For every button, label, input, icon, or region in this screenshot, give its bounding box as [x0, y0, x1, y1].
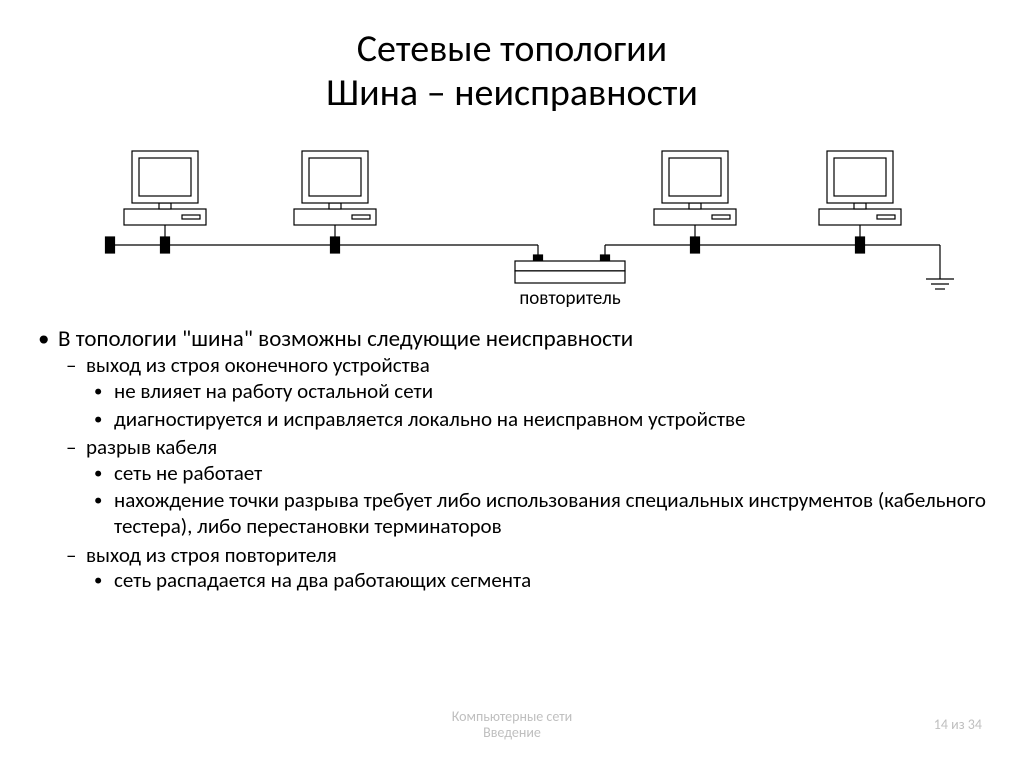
bullet-l3: сеть распадается на два работающих сегме…	[86, 568, 1004, 594]
footer-line-2: Введение	[0, 725, 1024, 741]
bullet-l1: В топологии "шина" возможны следующие не…	[30, 325, 1004, 594]
bullet-l3-text: не влияет на работу остальной сети	[114, 378, 433, 404]
footer-center: Компьютерные сети Введение	[0, 709, 1024, 741]
bullet-l2-text: выход из строя повторителя	[86, 542, 337, 568]
bullet-l3-text: диагностируется и исправляется локально …	[114, 406, 746, 432]
title-line-1: Сетевые топологии	[0, 28, 1024, 72]
bullet-l2: выход из строя повторителясеть распадает…	[58, 543, 1004, 594]
bullet-l3: нахождение точки разрыва требует либо ис…	[86, 488, 1004, 539]
bullet-l3-text: сеть распадается на два работающих сегме…	[114, 567, 531, 593]
bullet-l3-text: сеть не работает	[114, 460, 262, 486]
title-line-2: Шина – неисправности	[0, 72, 1024, 116]
slide-title: Сетевые топологии Шина – неисправности	[0, 0, 1024, 115]
bullet-content: В топологии "шина" возможны следующие не…	[0, 325, 1024, 594]
bullet-l2-text: выход из строя оконечного устройства	[86, 352, 430, 378]
footer-page-number: 14 из 34	[934, 716, 982, 733]
bullet-l3-text: нахождение точки разрыва требует либо ис…	[114, 487, 986, 539]
bullet-l3: не влияет на работу остальной сети	[86, 379, 1004, 405]
bullet-l3: диагностируется и исправляется локально …	[86, 407, 1004, 433]
bus-topology-diagram: повторитель	[0, 133, 1024, 323]
bullet-l3: сеть не работает	[86, 461, 1004, 487]
bullet-l2-text: разрыв кабеля	[86, 434, 217, 460]
repeater-label: повторитель	[495, 287, 645, 310]
bullet-l2: разрыв кабелясеть не работаетнахождение …	[58, 435, 1004, 539]
bullet-l1-text: В топологии "шина" возможны следующие не…	[58, 325, 633, 353]
bullet-l2: выход из строя оконечного устройстване в…	[58, 353, 1004, 432]
footer-line-1: Компьютерные сети	[0, 709, 1024, 725]
